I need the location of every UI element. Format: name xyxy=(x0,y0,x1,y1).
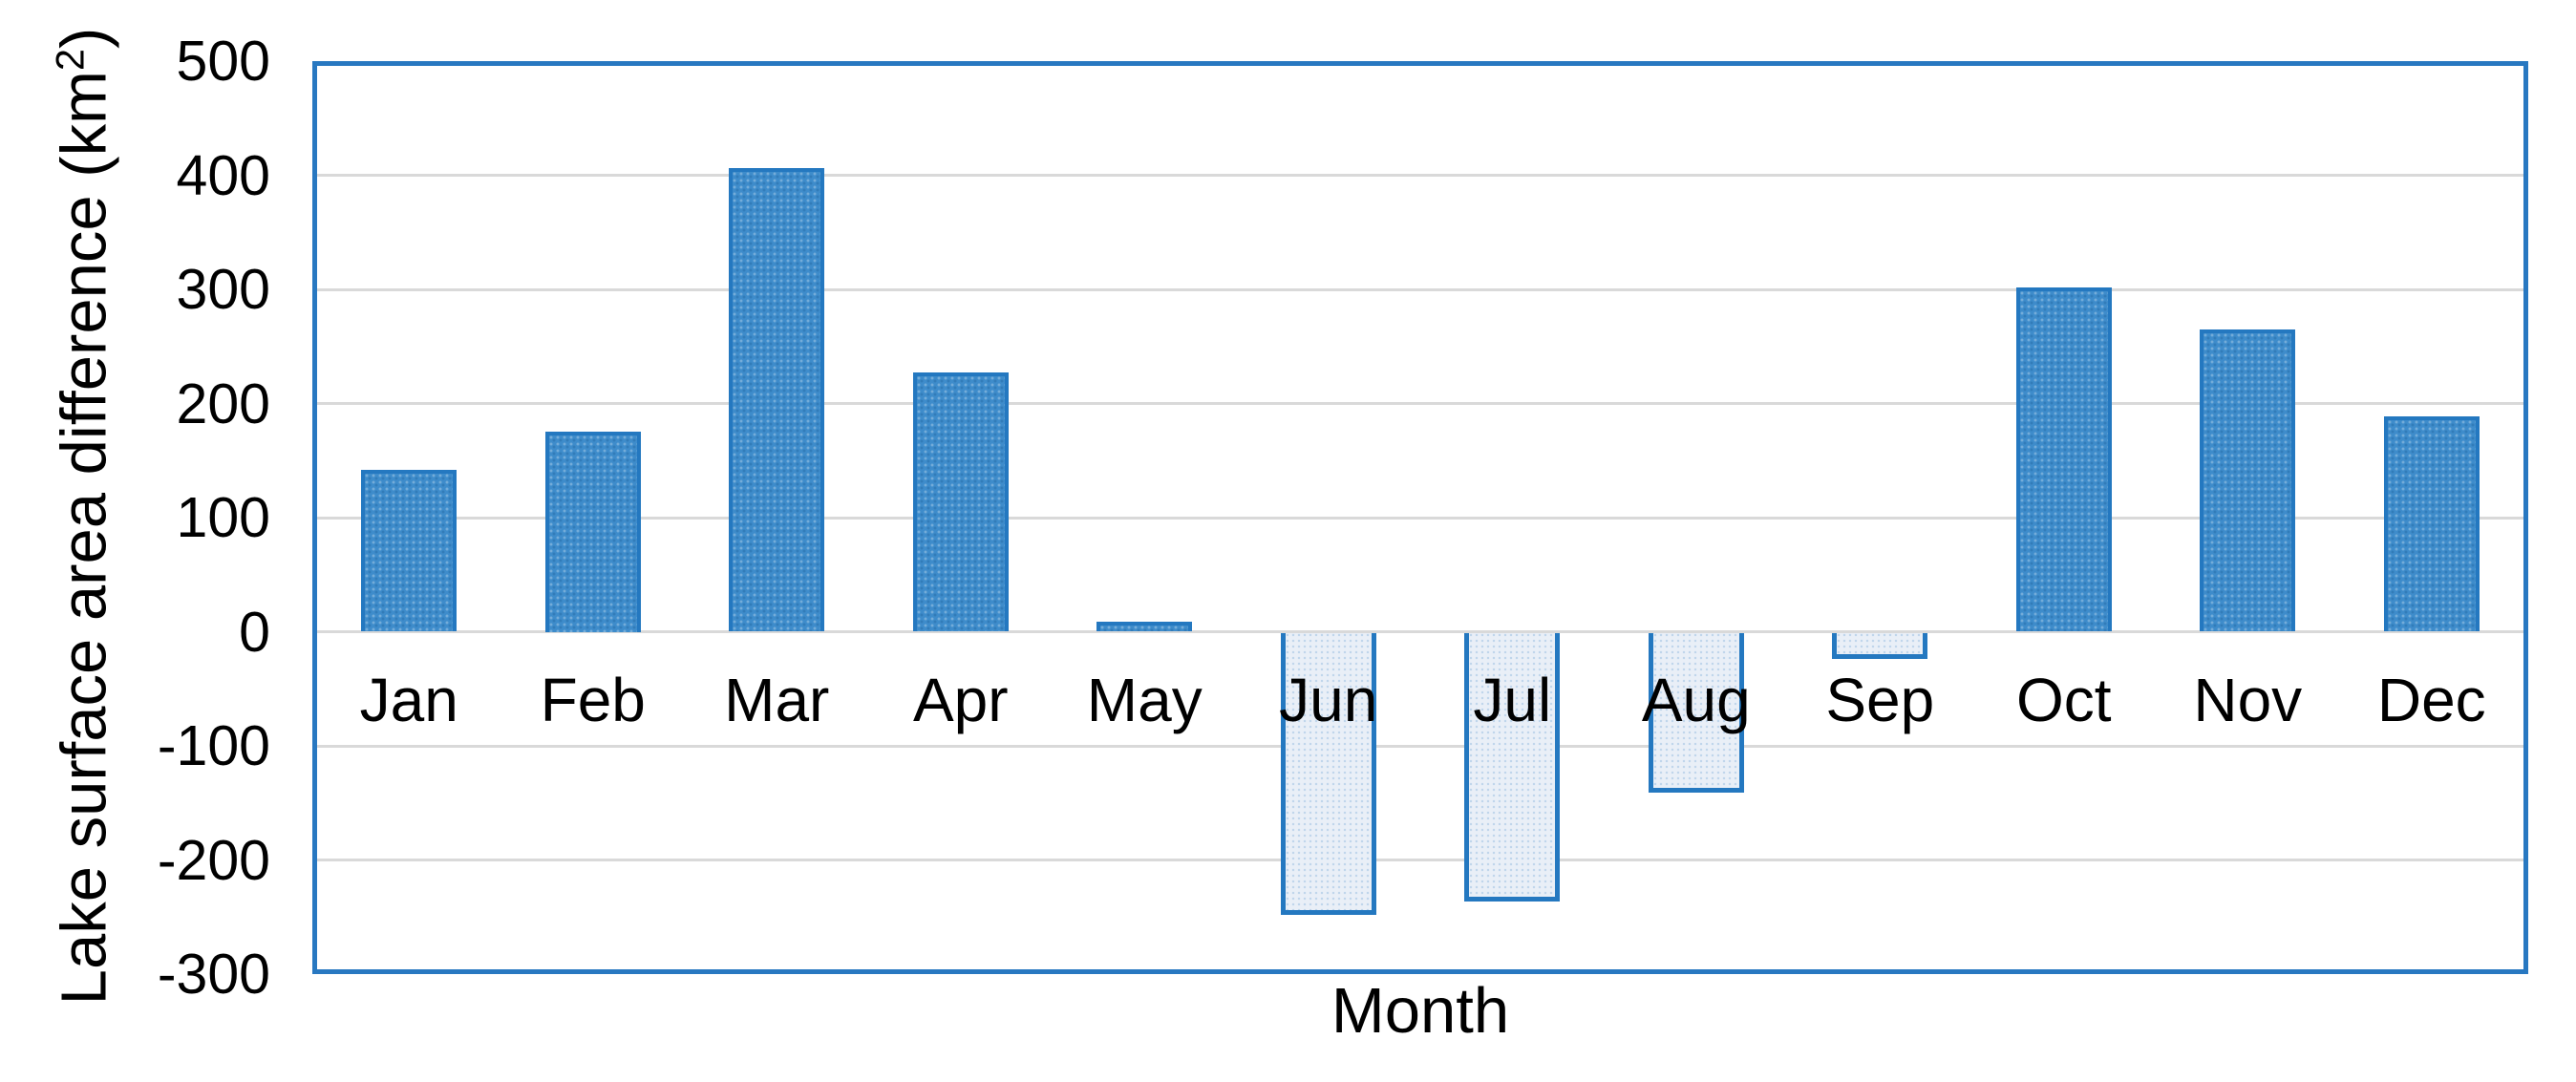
plot-area: Jan Feb Mar Apr May Jun Jul Aug Sep Oct Nov Dec xyxy=(312,61,2528,974)
x-axis-title: Month xyxy=(1331,975,1510,1047)
y-tick-label--300: -300 xyxy=(157,943,270,1006)
gridline-100 xyxy=(317,516,2523,520)
bar-jul xyxy=(1464,633,1561,902)
x-tick-label-feb: Feb xyxy=(540,665,646,734)
gridline--100 xyxy=(317,744,2523,748)
x-tick-label-apr: Apr xyxy=(912,665,1009,734)
bar-mar xyxy=(729,168,825,632)
x-tick-label-dec: Dec xyxy=(2376,665,2486,734)
bar-may xyxy=(1096,621,1193,632)
bar-jan xyxy=(361,469,458,632)
y-tick-label-500: 500 xyxy=(176,30,270,93)
gridline-300 xyxy=(317,287,2523,291)
y-tick-label--100: -100 xyxy=(157,714,270,777)
gridline--200 xyxy=(317,859,2523,861)
bar-oct xyxy=(2015,286,2112,632)
bar-apr xyxy=(912,372,1009,632)
gridline-400 xyxy=(317,174,2523,177)
y-tick-label-100: 100 xyxy=(176,486,270,549)
x-tick-label-mar: Mar xyxy=(724,665,830,734)
bar-jun xyxy=(1280,633,1376,916)
x-tick-label-nov: Nov xyxy=(2193,665,2303,734)
bar-aug xyxy=(1648,633,1744,794)
x-tick-label-oct: Oct xyxy=(2015,665,2112,734)
bar-sep xyxy=(1832,633,1928,660)
y-axis-title-text: Lake surface area difference (km2) xyxy=(47,27,119,1005)
x-tick-label-aug: Aug xyxy=(1641,665,1751,734)
y-axis-title: Lake surface area difference (km2) xyxy=(0,0,167,1031)
gridline-200 xyxy=(317,402,2523,405)
y-axis-unit-superscript: 2 xyxy=(47,48,93,71)
x-tick-label-jun: Jun xyxy=(1279,665,1378,734)
x-tick-label-jul: Jul xyxy=(1473,665,1552,734)
y-tick-label-400: 400 xyxy=(176,143,270,207)
y-axis-title-close: ) xyxy=(48,27,120,49)
x-tick-label-jan: Jan xyxy=(359,665,458,734)
x-tick-label-sep: Sep xyxy=(1825,665,1935,734)
y-tick-label-300: 300 xyxy=(176,258,270,321)
y-tick-label-0: 0 xyxy=(239,600,270,664)
bar-feb xyxy=(544,432,641,632)
bar-nov xyxy=(2200,329,2296,632)
y-axis-title-base: Lake surface area difference (km xyxy=(48,70,120,1005)
y-tick-label--200: -200 xyxy=(157,828,270,892)
gridline-0 xyxy=(317,630,2523,633)
y-tick-label-200: 200 xyxy=(176,371,270,435)
bar-dec xyxy=(2383,415,2480,632)
x-tick-label-may: May xyxy=(1086,665,1203,734)
